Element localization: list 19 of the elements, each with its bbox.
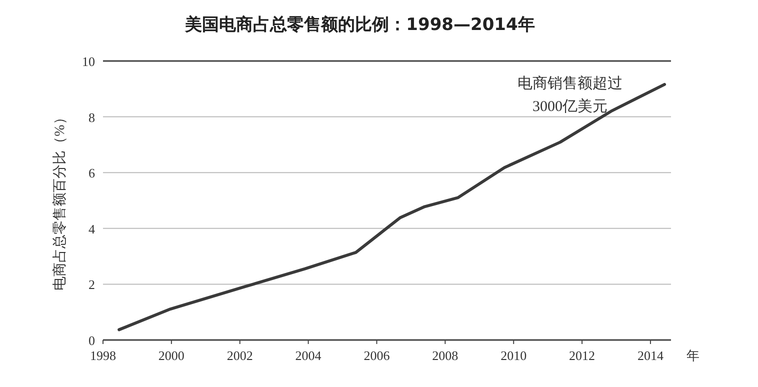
y-tick-label: 0 — [88, 333, 95, 348]
x-tick-label: 2010 — [500, 348, 527, 363]
x-axis-title: 年 — [686, 348, 700, 363]
x-tick-label: 2014 — [637, 348, 664, 363]
x-tick-label: 2004 — [295, 348, 322, 363]
x-tick-label: 2012 — [569, 348, 596, 363]
y-axis-title: 电商占总零售额百分比（%） — [52, 110, 68, 290]
x-tick-label: 2006 — [364, 348, 390, 363]
y-tick-label: 4 — [88, 221, 96, 236]
x-tick-label: 2002 — [226, 348, 253, 363]
x-tick-label: 2008 — [432, 348, 458, 363]
y-tick-label: 2 — [88, 277, 95, 292]
annotation: 电商销售额超过 3000亿美元 — [518, 75, 622, 115]
x-tick-label: 2000 — [158, 348, 184, 363]
x-tick-label: 1998 — [90, 348, 116, 363]
y-tick-label: 8 — [88, 110, 95, 125]
y-tick-label: 10 — [82, 54, 95, 69]
chart-title: 美国电商占总零售额的比例：1998—2014年 — [184, 15, 535, 35]
y-tick-label: 6 — [88, 166, 96, 181]
